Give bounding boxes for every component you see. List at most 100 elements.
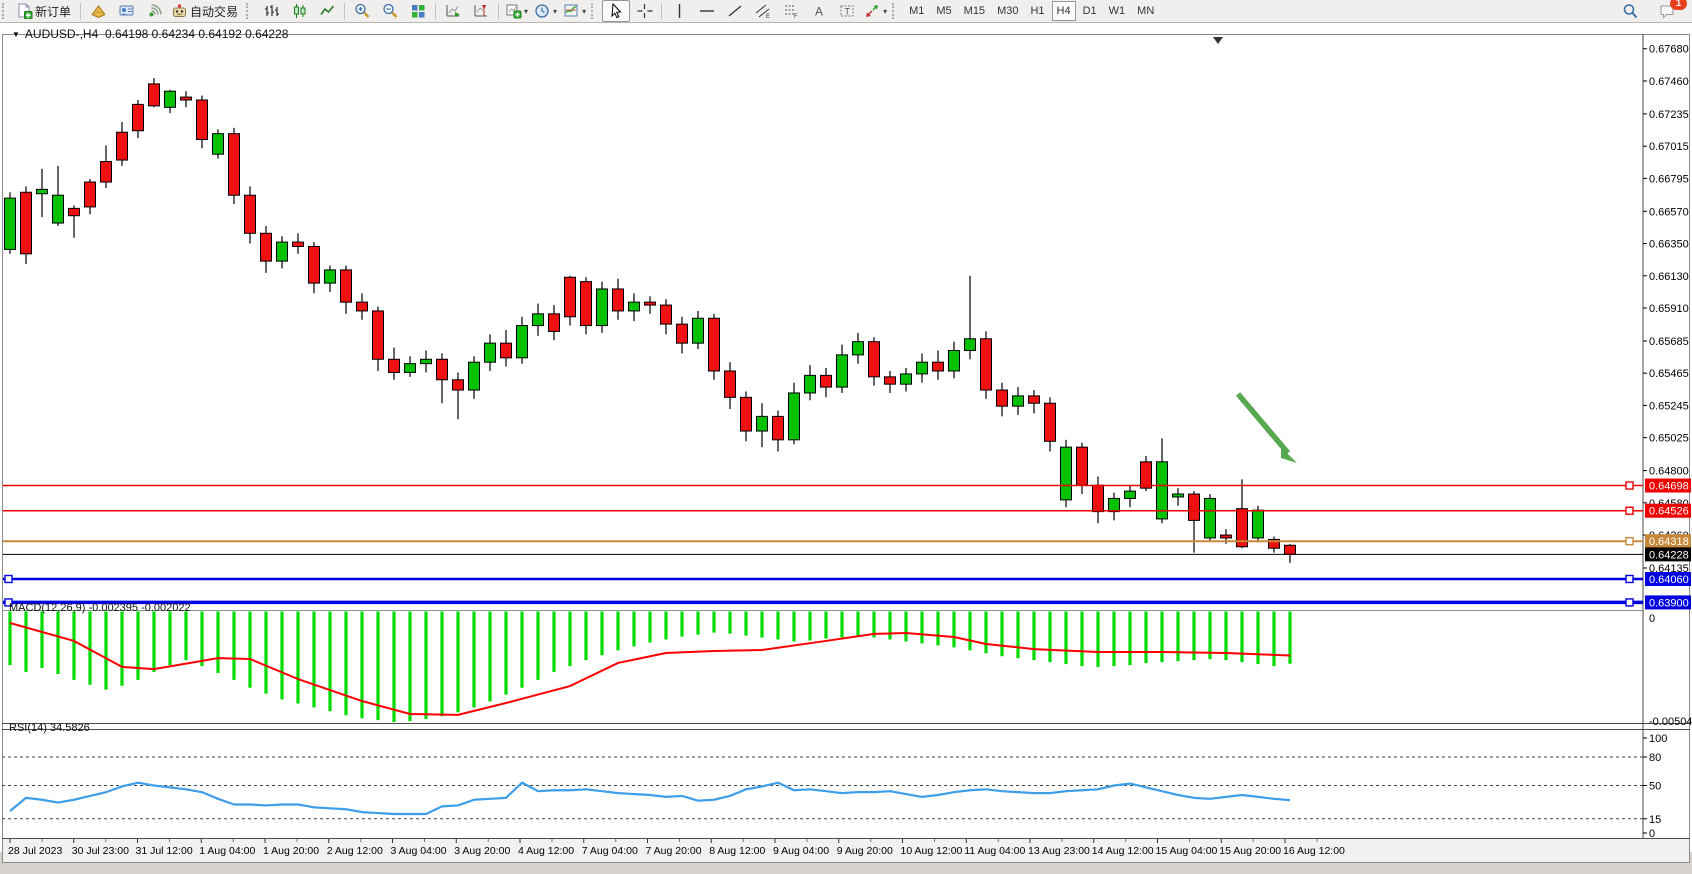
hline-0.63900[interactable] <box>3 595 1691 610</box>
tf-label: M1 <box>909 5 925 17</box>
fibonacci-tool-button[interactable]: F <box>777 0 805 22</box>
tf-button-m5[interactable]: M5 <box>931 1 956 21</box>
new-order-button[interactable]: 新订单 <box>13 0 77 22</box>
candle-body <box>436 358 448 381</box>
chart-shift-icon <box>473 3 490 19</box>
new-chart-button[interactable]: ▾ <box>502 0 531 22</box>
vertical-line-tool-button[interactable] <box>665 0 693 22</box>
candlestick-mode-button[interactable] <box>285 0 313 22</box>
candle <box>36 168 48 218</box>
chart-shift-marker[interactable] <box>1213 37 1223 44</box>
toolbar-separator <box>435 2 437 20</box>
price-tick-label: 0.67235 <box>1649 109 1689 121</box>
hline-handle[interactable] <box>4 598 13 607</box>
periods-button[interactable]: ▾ <box>531 0 560 22</box>
tf-button-h1[interactable]: H1 <box>1025 1 1049 21</box>
text-label-icon: T <box>839 3 856 19</box>
notifications-button[interactable]: 1 <box>1654 0 1687 22</box>
candle <box>756 403 768 448</box>
time-label: 1 Aug 04:00 <box>199 845 255 857</box>
line-chart-mode-button[interactable] <box>313 0 341 22</box>
candle <box>1188 491 1200 553</box>
candle-body <box>388 358 400 373</box>
candle <box>708 313 720 380</box>
candle <box>196 95 208 149</box>
hline-handle[interactable] <box>1625 481 1634 490</box>
trendline-tool-button[interactable] <box>721 0 749 22</box>
candle-body <box>1044 402 1056 442</box>
time-label: 7 Aug 20:00 <box>646 845 702 857</box>
arrows-tool-button[interactable]: ▾ <box>861 0 890 22</box>
svg-text:T: T <box>844 7 850 17</box>
tile-windows-button[interactable] <box>404 0 432 22</box>
candle <box>356 293 368 320</box>
text-tool-button[interactable]: A <box>805 0 833 22</box>
bar-chart-mode-button[interactable] <box>257 0 285 22</box>
candle <box>644 296 656 314</box>
candle-body <box>964 338 976 351</box>
indicators-button[interactable]: ▾ <box>560 0 589 22</box>
time-label: 16 Aug 12:00 <box>1283 845 1345 857</box>
new-order-icon <box>16 3 33 19</box>
hline-0.64698[interactable] <box>3 478 1691 493</box>
price-chart-canvas[interactable]: 0.67680 0.67460 0.67235 0.67015 0.66795 0.665… <box>0 22 1692 874</box>
candle <box>484 334 496 371</box>
tf-button-m15[interactable]: M15 <box>959 1 990 21</box>
market-watch-button[interactable] <box>112 0 140 22</box>
search-button[interactable] <box>1616 0 1644 22</box>
hline-0.64318[interactable] <box>3 534 1691 549</box>
hline-0.64228[interactable] <box>3 547 1691 562</box>
candle-body <box>740 396 752 432</box>
candle-body <box>260 232 272 262</box>
arrow-shaft <box>1235 392 1291 455</box>
rsi-indicator-label: RSI(14) 34.5826 <box>9 722 90 734</box>
text-label-tool-button[interactable]: T <box>833 0 861 22</box>
toolbar-grip <box>2 3 9 19</box>
candle-body <box>1204 497 1216 539</box>
symbol-dropdown-icon[interactable]: ▼ <box>12 30 20 39</box>
annotation-arrow[interactable] <box>1235 392 1297 463</box>
chart-autoscroll-button[interactable] <box>439 0 467 22</box>
autotrading-button[interactable]: 自动交易 <box>168 0 244 22</box>
hline-handle[interactable] <box>1625 598 1634 607</box>
chart-title: ▼ AUDUSD-,H4 0.64198 0.64234 0.64192 0.64… <box>12 27 288 41</box>
tf-button-m30[interactable]: M30 <box>992 1 1023 21</box>
clock-icon <box>534 3 551 19</box>
candle-body <box>564 276 576 318</box>
candle <box>372 306 384 371</box>
metaeditor-button[interactable] <box>84 0 112 22</box>
crosshair-tool-button[interactable] <box>630 0 658 22</box>
hline-handle[interactable] <box>1625 506 1634 515</box>
tf-button-m1[interactable]: M1 <box>904 1 929 21</box>
hline-handle[interactable] <box>1625 536 1634 546</box>
candle <box>900 368 912 392</box>
rsi-line <box>9 781 1291 816</box>
candle <box>500 329 512 367</box>
horizontal-line-tool-button[interactable] <box>693 0 721 22</box>
hline-0.64526[interactable] <box>3 503 1691 518</box>
price-label-text: 0.64318 <box>1649 536 1689 548</box>
macd-current-values: -0.002395 -0.002022 <box>88 602 191 614</box>
tf-button-w1[interactable]: W1 <box>1104 1 1131 21</box>
chart-shift-button[interactable] <box>467 0 495 22</box>
candle-body <box>164 90 176 108</box>
channel-tool-button[interactable]: E <box>749 0 777 22</box>
candle-body <box>884 376 896 385</box>
hline-handle[interactable] <box>4 574 13 584</box>
zoom-in-button[interactable] <box>348 0 376 22</box>
candle-body <box>308 245 320 284</box>
hline-0.64060[interactable] <box>3 571 1691 586</box>
cursor-tool-button[interactable] <box>602 0 631 22</box>
candle-body <box>1108 497 1120 513</box>
tf-button-d1[interactable]: D1 <box>1078 1 1102 21</box>
candle <box>660 299 672 335</box>
tf-button-mn[interactable]: MN <box>1132 1 1159 21</box>
hline-handle[interactable] <box>1625 574 1634 584</box>
time-label: 11 Aug 04:00 <box>964 845 1025 857</box>
candle-body <box>1252 509 1264 539</box>
tf-button-h4[interactable]: H4 <box>1051 1 1076 21</box>
signal-button[interactable] <box>140 0 168 22</box>
zoom-out-button[interactable] <box>376 0 404 22</box>
candle-body <box>516 325 528 359</box>
macd-name: MACD(12,26,9) <box>9 602 86 614</box>
